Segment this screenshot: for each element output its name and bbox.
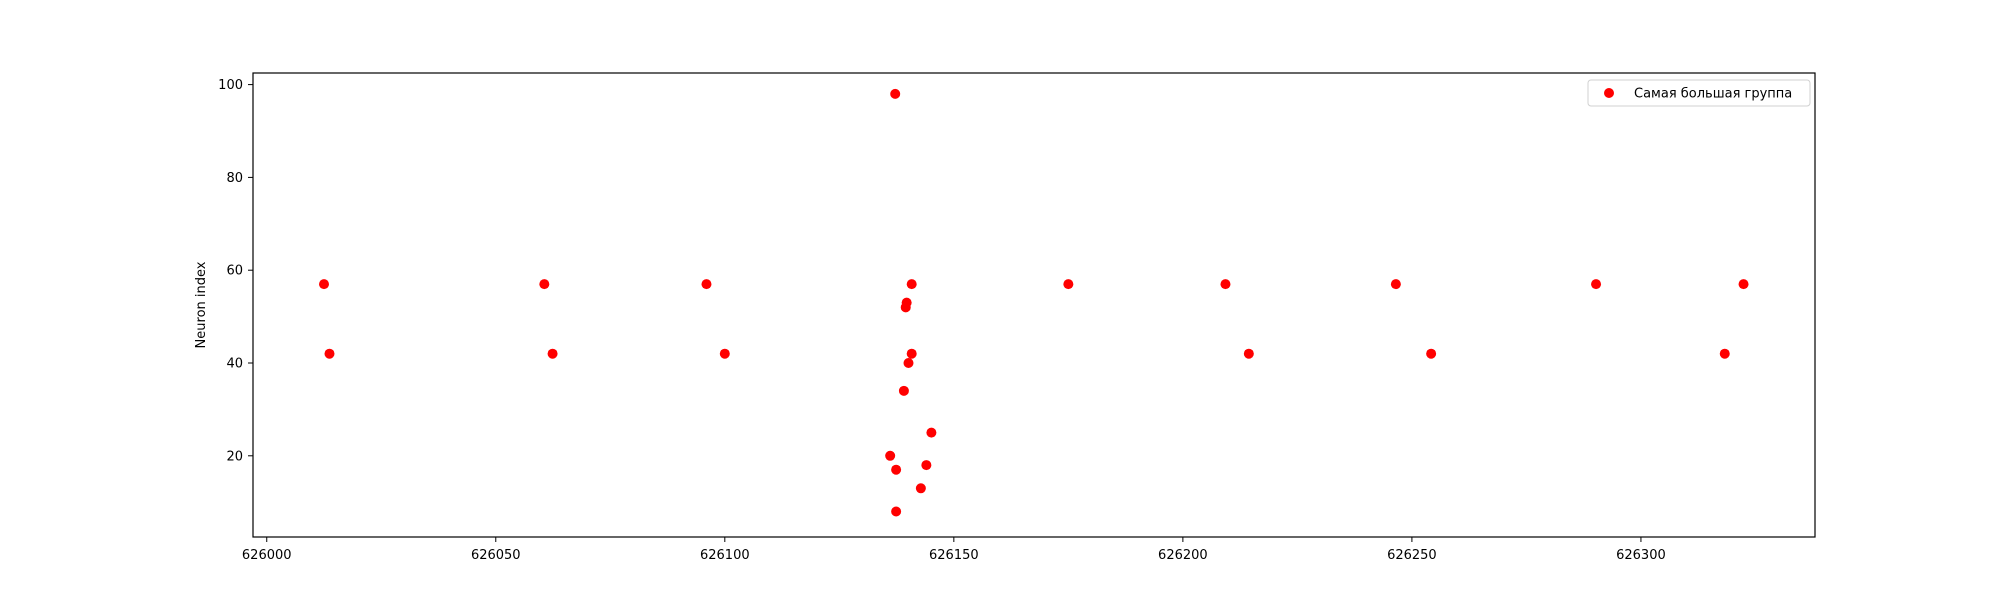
data-point	[915, 483, 926, 494]
data-point	[539, 279, 550, 290]
x-tick-label: 626150	[929, 548, 979, 563]
y-tick-label: 20	[226, 449, 243, 464]
data-point	[906, 348, 917, 359]
data-point	[903, 358, 914, 368]
data-point	[885, 450, 896, 461]
x-tick-label: 626250	[1387, 548, 1437, 563]
legend-marker	[1604, 88, 1614, 98]
data-point	[319, 279, 329, 290]
y-axis-label: Neuron index	[194, 261, 209, 348]
plot-frame	[252, 72, 1816, 538]
data-point	[1426, 348, 1437, 359]
x-tick-label: 626050	[471, 548, 521, 563]
data-point	[1063, 279, 1074, 290]
x-tick-label: 626200	[1158, 548, 1208, 563]
data-point	[1591, 279, 1602, 290]
x-tick-label: 626300	[1616, 548, 1666, 563]
data-point	[898, 385, 909, 396]
data-point	[921, 460, 932, 471]
points-layer	[319, 88, 1749, 517]
axes-layer: 626000 626050 626100 626150 626200 626250 6263…	[218, 72, 1816, 563]
data-point	[891, 506, 902, 517]
data-point	[1243, 348, 1254, 359]
data-point	[891, 464, 902, 475]
data-point	[1719, 348, 1730, 359]
y-tick-label: 80	[226, 171, 243, 186]
y-tick-label: 60	[226, 264, 243, 279]
data-point	[719, 348, 730, 359]
data-point	[701, 279, 712, 290]
data-point	[1220, 279, 1231, 290]
data-point	[1390, 279, 1401, 290]
data-point	[1738, 279, 1749, 290]
data-point	[324, 348, 335, 359]
y-tick-label: 100	[218, 78, 243, 93]
data-point	[926, 427, 937, 438]
data-point	[547, 348, 558, 359]
y-tick-label: 40	[226, 357, 243, 372]
legend-box	[1587, 79, 1811, 107]
x-tick-label: 626100	[700, 548, 750, 563]
data-point	[890, 88, 901, 99]
x-tick-label: 626000	[242, 548, 292, 563]
legend-label: Самая большая группа	[1634, 87, 1792, 102]
data-point	[906, 279, 917, 290]
data-point	[901, 297, 912, 308]
legend: Самая большая группа	[1587, 79, 1811, 107]
